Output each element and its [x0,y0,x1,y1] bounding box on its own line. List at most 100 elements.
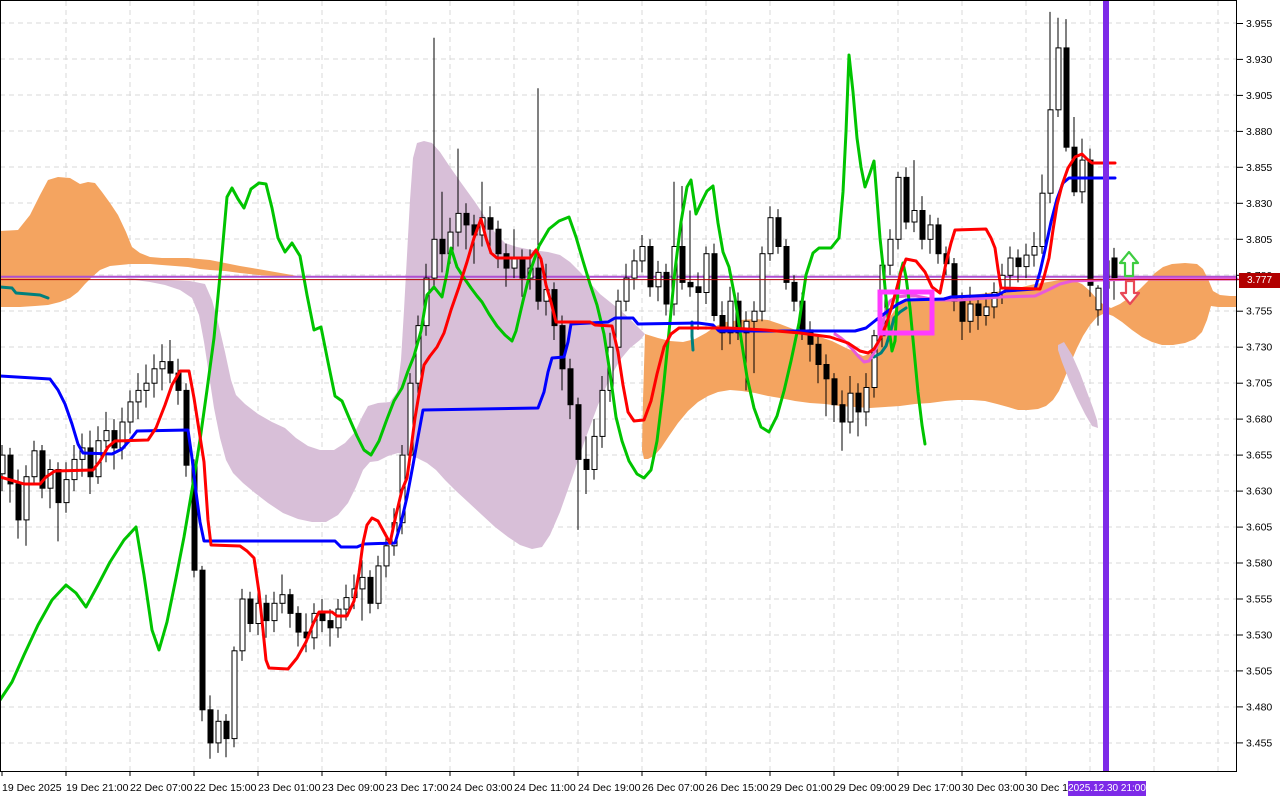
candle-bearish [535,267,542,302]
candle-bullish [1055,47,1062,111]
candle-bullish [383,545,390,567]
candle-bullish [375,565,382,604]
candle-bullish [599,389,606,437]
candle-bullish [47,469,54,489]
price-tick-label: 3.655 [1246,450,1272,462]
candle-bearish [839,404,846,423]
candle-bearish [823,364,830,380]
time-tick-label: 29 Dec 09:00 [834,782,897,794]
time-marker-vline[interactable] [1103,1,1109,772]
candle-bullish [631,260,638,279]
candle-bearish [815,343,822,365]
candle-bullish [895,176,902,240]
candle-bearish [7,454,14,485]
candle-bearish [287,594,294,614]
candle-bearish [495,228,502,255]
vertical-time-line[interactable] [1103,1,1109,772]
price-tick-label: 3.880 [1246,126,1272,138]
candle-bearish [719,315,726,334]
candle-bearish [583,458,590,470]
price-axis[interactable]: 3.9553.9303.9053.8803.8553.8303.8053.780… [1237,18,1272,749]
time-tick-label: 29 Dec 17:00 [898,782,961,794]
time-tick-label: 23 Dec 09:00 [322,782,385,794]
candle-bullish [343,597,350,610]
price-tick-label: 3.755 [1246,306,1272,318]
price-tick-label: 3.930 [1246,54,1272,66]
time-tick-label: 23 Dec 01:00 [258,782,321,794]
candle-bearish [687,281,694,288]
candle-bearish [1071,146,1078,193]
price-tick-label: 3.805 [1246,234,1272,246]
price-tick-label: 3.580 [1246,558,1272,570]
highlight-rectangle[interactable] [877,289,935,336]
candle-bullish [767,217,774,255]
candle-bullish [23,476,30,521]
candle-bearish [919,210,926,240]
candle-bearish [111,430,118,449]
candle-bullish [927,224,934,240]
candle-bearish [367,576,374,604]
candle-bearish [199,569,206,711]
candle-bullish [359,576,366,590]
candle-bullish [511,257,518,269]
candle-bullish [335,608,342,629]
candle-bearish [903,176,910,223]
candle-bullish [1095,287,1102,311]
candle-bullish [1031,246,1038,256]
candle-bullish [119,421,126,449]
candle-bullish [151,368,158,384]
kijun-sen-line [0,176,1117,549]
rectangle-annotation[interactable] [877,289,935,336]
price-tick-label: 3.730 [1246,342,1272,354]
candle-bullish [623,277,630,302]
time-axis[interactable]: 19 Dec 2025 19 Dec 21:00 22 Dec 07:00 22 De… [1,772,1088,794]
candle-bearish [319,612,326,622]
candle-bullish [143,382,150,391]
price-tick-label: 3.855 [1246,162,1272,174]
magenta-curve [833,277,1239,364]
candle-bullish [983,306,990,316]
time-tick-label: 26 Dec 07:00 [642,782,705,794]
tenkan-sen-line [0,152,1117,671]
candle-bearish [327,620,334,629]
time-tick-label: 24 Dec 11:00 [514,782,576,794]
candle-bearish [1063,47,1070,148]
candle-bullish [271,602,278,622]
candle-bullish [847,392,854,423]
candle-bearish [55,469,62,504]
candle-bearish [935,224,942,255]
candle-bullish [871,335,878,389]
candle-bullish [703,253,710,293]
candle-bearish [439,238,446,255]
candle-bullish [215,720,222,744]
candle-bullish [63,479,70,504]
candle-bullish [591,435,598,470]
ichimoku-clouds [0,141,1237,549]
candle-bearish [503,253,510,269]
candle-bearish [247,598,254,624]
candle-bearish [263,602,270,622]
candle-bearish [695,286,702,293]
candle-bearish [295,612,302,633]
candle-bullish [1079,159,1086,193]
candle-bearish [1015,257,1022,268]
candle-bearish [167,361,174,374]
time-tick-label: 24 Dec 03:00 [450,782,513,794]
candle-bullish [159,361,166,370]
price-tick-label: 3.455 [1246,737,1272,749]
bearish-cloud-tail [1058,342,1098,428]
arrow-annotations[interactable] [1118,250,1141,306]
candle-bullish [759,253,766,312]
grid [0,1,1237,772]
price-tick-label: 3.555 [1246,594,1272,606]
candle-bearish [775,217,782,247]
candle-bearish [959,300,966,322]
candle-bullish [615,300,622,348]
candle-bearish [831,378,838,406]
arrow-up-icon[interactable] [1118,250,1140,278]
arrow-down-icon[interactable] [1119,279,1141,306]
plot-border [0,0,1237,772]
selected-time-badge: 2025.12.30 21:00 [1068,781,1146,796]
candle-bullish [911,210,918,223]
